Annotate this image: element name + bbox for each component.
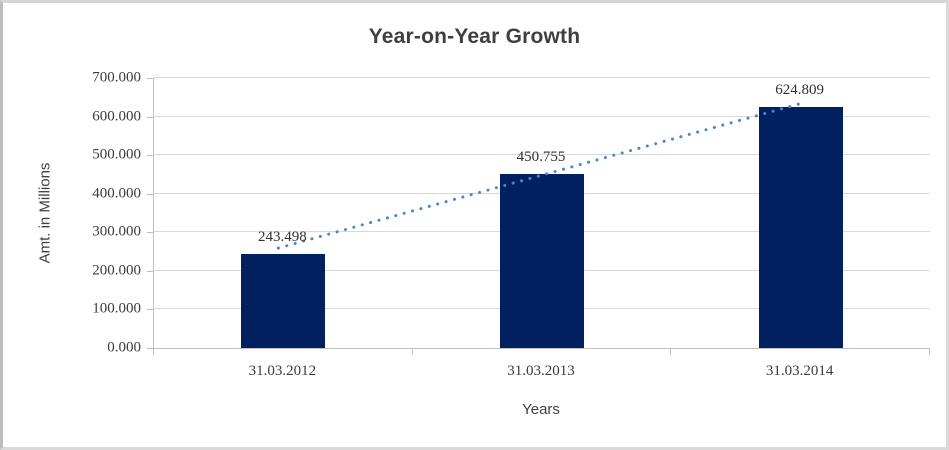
x-tick-mark: [411, 349, 413, 355]
y-tick-mark: [147, 78, 154, 79]
y-tick-label: 400.000: [92, 185, 141, 202]
y-tick-mark: [147, 309, 154, 311]
y-tick-label: 200.000: [92, 262, 141, 279]
bar-value-label: 243.498: [257, 229, 307, 246]
x-tick-label: 31.03.2013: [507, 363, 575, 379]
x-tick-mark: [153, 349, 154, 355]
y-tick-mark: [147, 193, 154, 195]
x-tick-mark: [929, 349, 930, 355]
y-tick-label: 0.000: [107, 339, 141, 356]
x-axis-title: Years: [522, 401, 560, 418]
bar: [241, 254, 326, 348]
bar: [758, 107, 843, 348]
y-tick-label: 100.000: [92, 300, 141, 317]
bar-value-label: 450.755: [516, 149, 566, 166]
y-tick-label: 600.000: [92, 108, 141, 125]
bar-value-label: 624.809: [775, 82, 825, 98]
y-tick-mark: [147, 232, 154, 234]
y-tick-mark: [147, 116, 154, 118]
x-tick-mark: [670, 349, 672, 355]
y-tick-mark: [147, 155, 154, 157]
y-tick-label: 700.000: [92, 69, 141, 86]
bar: [500, 174, 584, 348]
y-axis-title: Amt. in Millions: [36, 162, 54, 264]
x-tick-label: 31.03.2012: [248, 363, 317, 379]
plot-area: [153, 77, 930, 349]
y-tick-label: 500.000: [92, 146, 141, 163]
gridline: [154, 77, 930, 78]
chart-title: Year-on-Year Growth: [368, 25, 581, 48]
y-tick-mark: [147, 348, 154, 349]
y-tick-mark: [147, 270, 154, 272]
x-tick-label: 31.03.2014: [765, 363, 834, 379]
y-tick-label: 300.000: [92, 223, 141, 240]
